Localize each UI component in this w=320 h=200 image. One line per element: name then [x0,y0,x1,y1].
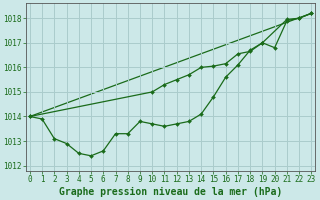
X-axis label: Graphe pression niveau de la mer (hPa): Graphe pression niveau de la mer (hPa) [59,186,282,197]
